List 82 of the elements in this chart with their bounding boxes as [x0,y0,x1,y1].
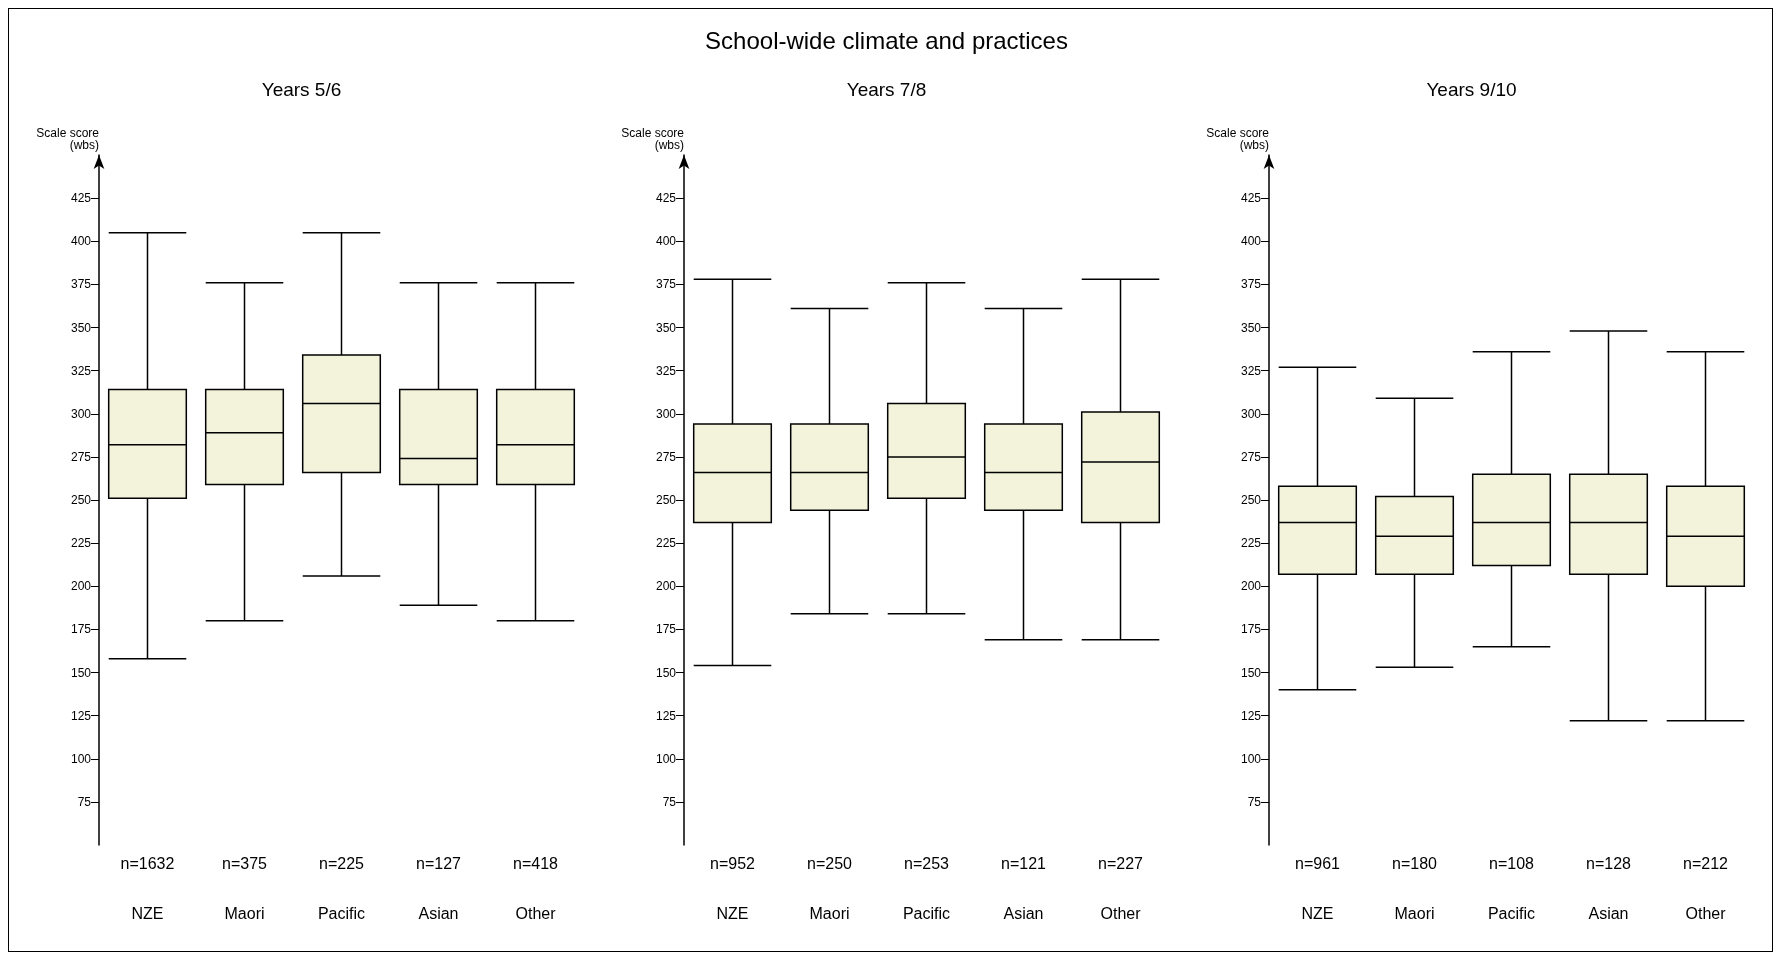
y-tick-label: 350 [1240,320,1262,335]
text: n=961 [1295,854,1341,872]
y-tick-label: 175 [70,622,92,637]
x-tick-label: Maori [809,904,850,922]
y-tick-label: 275 [70,449,92,464]
text: n=108 [1489,854,1535,872]
y-tick-label: 400 [70,234,92,249]
chart-subtitle: Years 7/8 [846,79,927,100]
y-tick-label: 175 [655,622,677,637]
text: n=180 [1392,854,1438,872]
text: n=225 [319,854,365,872]
y-tick-label: 75 [77,794,92,809]
y-tick-label: 100 [70,751,92,766]
y-tick-label: 375 [70,277,92,292]
y-axis-title: Scale score (wbs) [1206,126,1270,152]
chart-subtitle: Years 5/6 [261,79,342,100]
y-tick-label: 375 [1240,277,1262,292]
x-tick-label: Pacific [902,904,951,922]
y-tick-label: 425 [70,191,92,206]
text: n=127 [416,854,462,872]
y-tick-label: 350 [655,320,677,335]
text: n=1632 [120,854,175,872]
text: n=227 [1098,854,1144,872]
y-tick-label: 300 [655,406,677,421]
y-axis-title: Scale score (wbs) [621,126,685,152]
y-tick-label: 425 [655,191,677,206]
y-tick-label: 125 [70,708,92,723]
chart-subtitle: Years 9/10 [1426,79,1517,100]
text: n=250 [807,854,853,872]
y-tick-label: 125 [655,708,677,723]
y-tick-label: 225 [655,536,677,551]
x-tick-label: NZE [716,904,749,922]
text: n=212 [1683,854,1729,872]
y-tick-label: 200 [70,579,92,594]
y-tick-label: 375 [655,277,677,292]
text: n=253 [904,854,950,872]
x-tick-label: Other [515,904,557,922]
y-tick-label: 75 [1247,794,1262,809]
y-axis-title: Scale score (wbs) [36,126,100,152]
text: n=121 [1001,854,1047,872]
y-tick-label: 300 [70,406,92,421]
y-tick-label: 175 [1240,622,1262,637]
y-tick-label: 200 [1240,579,1262,594]
y-tick-label: 100 [1240,751,1262,766]
chart-title: School-wide climate and practices [705,26,1068,54]
x-tick-label: NZE [1301,904,1334,922]
y-tick-label: 400 [1240,234,1262,249]
x-tick-label: Pacific [1487,904,1536,922]
x-tick-label: Asian [1588,904,1629,922]
x-tick-label: Maori [1394,904,1435,922]
x-tick-label: Asian [1003,904,1044,922]
y-tick-label: 225 [70,536,92,551]
y-tick-label: 150 [70,665,92,680]
y-tick-label: 250 [655,493,677,507]
text: n=128 [1586,854,1632,872]
y-tick-label: 225 [1240,536,1262,551]
y-tick-label: 275 [1240,449,1262,464]
x-tick-label: Pacific [317,904,366,922]
y-tick-label: 275 [655,449,677,464]
x-tick-label: Asian [418,904,459,922]
y-tick-label: 200 [655,579,677,594]
text: n=418 [513,854,559,872]
y-tick-label: 75 [662,794,677,809]
x-tick-label: Other [1100,904,1142,922]
y-tick-label: 300 [1240,406,1262,421]
y-tick-label: 100 [655,751,677,766]
y-tick-label: 150 [655,665,677,680]
y-tick-label: 250 [1240,493,1262,507]
x-tick-label: NZE [131,904,164,922]
y-tick-label: 325 [70,363,92,378]
y-tick-label: 325 [1240,363,1262,378]
text: n=952 [710,854,756,872]
x-tick-label: Maori [224,904,265,922]
text: n=375 [222,854,268,872]
y-tick-label: 250 [70,493,92,507]
x-tick-label: Other [1685,904,1727,922]
y-tick-label: 350 [70,320,92,335]
y-tick-label: 150 [1240,665,1262,680]
y-tick-label: 400 [655,234,677,249]
y-tick-label: 325 [655,363,677,378]
y-tick-label: 425 [1240,191,1262,206]
y-tick-label: 125 [1240,708,1262,723]
